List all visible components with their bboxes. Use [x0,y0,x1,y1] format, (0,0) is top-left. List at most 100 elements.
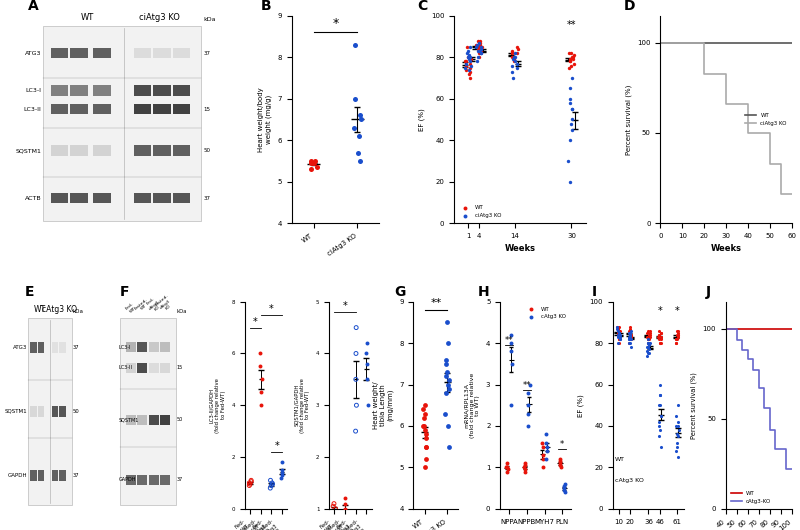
Point [641,351,654,360]
Point [614,333,626,341]
Point [420,430,433,438]
X-axis label: Weeks: Weeks [710,244,742,253]
Point [670,335,682,343]
Point [554,461,566,470]
Point [562,64,575,72]
Point [329,505,342,513]
Point [642,326,654,335]
Point [474,37,486,45]
Point [329,510,342,518]
Point [611,326,624,335]
X-axis label: Weeks: Weeks [505,244,535,253]
Point [276,458,289,466]
Point [326,502,339,510]
Point [338,515,351,524]
Point [622,335,635,343]
Point [554,463,567,472]
Point [460,61,473,70]
Point [507,53,520,61]
Text: 37: 37 [177,478,183,482]
Point [670,339,683,347]
Point [361,375,374,384]
Point [671,418,684,426]
Point [567,59,580,68]
Point [442,384,455,393]
Point [276,469,289,477]
Point [439,356,452,364]
Text: Fasted-
WT: Fasted- WT [134,297,151,314]
Point [654,329,667,337]
Point [670,411,682,420]
Bar [161,342,170,352]
Point [670,326,683,335]
Bar [173,104,190,114]
Point [567,53,580,61]
Point [613,335,626,343]
Point [459,57,472,66]
Point [641,333,654,341]
Point [470,43,482,51]
Point [671,438,684,447]
Text: *: * [674,306,679,316]
Text: LC3-II: LC3-II [23,107,42,112]
Point [614,331,626,339]
Bar [161,475,170,485]
Point [624,339,637,347]
Point [539,438,552,447]
Text: E: E [25,285,34,299]
Point [461,49,474,57]
Point [419,401,432,410]
Point [501,459,514,467]
Point [470,41,483,49]
Point [327,499,340,508]
Point [558,486,570,494]
Point [613,335,626,343]
Point [655,333,668,341]
Point [418,422,430,430]
Point [462,53,474,61]
Point [613,329,626,337]
Text: cAtg3 KO: cAtg3 KO [615,478,644,483]
Text: 37: 37 [203,51,210,56]
Point [362,401,374,410]
Text: kDa: kDa [177,309,187,314]
Point [441,368,454,376]
Point [624,335,637,343]
Point [672,331,685,339]
Point [612,331,625,339]
Point [565,119,578,128]
Y-axis label: Percent survival (%): Percent survival (%) [690,372,697,439]
Point [349,94,362,103]
Point [244,480,257,489]
Point [624,333,637,341]
Point [304,157,317,165]
Text: SQSTM1: SQSTM1 [15,148,42,153]
Point [505,401,518,410]
Text: 15: 15 [203,107,210,112]
Text: GAPDH: GAPDH [118,478,136,482]
Point [460,57,473,66]
Point [623,333,636,341]
Text: **: ** [430,298,442,308]
Point [349,41,362,49]
Point [622,326,635,335]
Point [511,49,524,57]
Point [440,372,453,381]
Point [506,74,519,82]
Point [672,326,685,335]
Point [670,443,683,451]
Point [266,480,279,489]
Point [554,457,566,465]
Text: cAtg3 KO: cAtg3 KO [42,305,77,314]
Bar [38,406,44,417]
Point [523,381,536,389]
Bar [59,341,66,353]
Point [554,459,566,467]
Point [653,326,666,335]
Text: ciAtg3 KO: ciAtg3 KO [138,13,179,22]
Point [622,335,635,343]
Point [564,99,577,107]
Point [518,463,530,472]
Point [339,499,352,508]
Point [338,510,351,518]
